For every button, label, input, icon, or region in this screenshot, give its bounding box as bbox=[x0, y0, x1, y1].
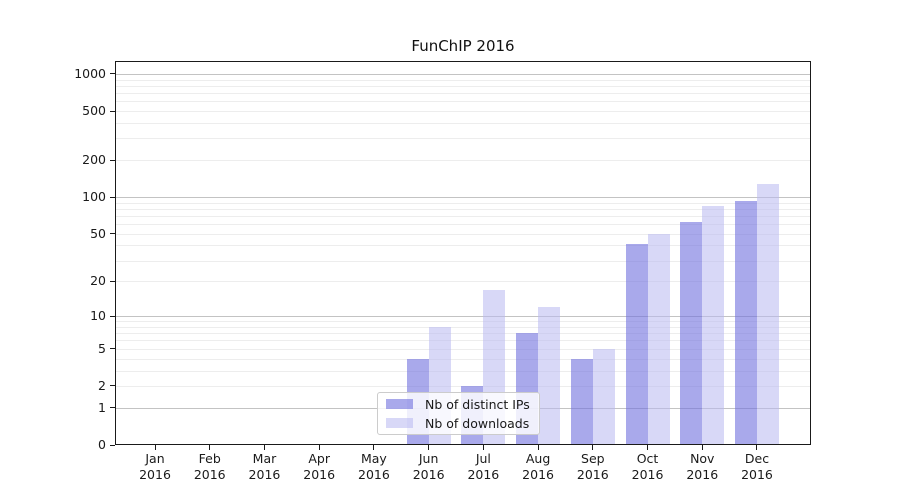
bar-distinct-ips-dec bbox=[734, 200, 757, 444]
x-tick-mark bbox=[209, 445, 211, 450]
y-tick-mark bbox=[110, 233, 115, 235]
legend-swatch-downloads bbox=[386, 418, 413, 428]
minor-gridline bbox=[116, 260, 810, 262]
minor-gridline bbox=[116, 326, 810, 328]
x-tick-label: Apr 2016 bbox=[303, 451, 336, 482]
minor-gridline bbox=[116, 321, 810, 323]
bar-downloads-nov bbox=[702, 205, 725, 444]
bar-distinct-ips-nov bbox=[680, 221, 703, 444]
legend-item-distinct-ips: Nb of distinct IPs bbox=[386, 397, 530, 412]
minor-gridline bbox=[116, 208, 810, 210]
y-tick-label: 0 bbox=[98, 437, 106, 452]
chart-legend: Nb of distinct IPs Nb of downloads bbox=[377, 392, 540, 435]
x-tick-mark bbox=[537, 445, 539, 450]
x-tick-label: Feb 2016 bbox=[193, 451, 226, 482]
bar-distinct-ips-oct bbox=[625, 244, 648, 444]
x-tick-mark bbox=[428, 445, 430, 450]
minor-gridline bbox=[116, 245, 810, 247]
minor-gridline bbox=[116, 122, 810, 124]
y-tick-mark bbox=[110, 348, 115, 350]
x-tick-mark bbox=[701, 445, 703, 450]
legend-label-distinct-ips: Nb of distinct IPs bbox=[425, 396, 530, 412]
y-tick-label: 20 bbox=[90, 273, 106, 289]
minor-gridline bbox=[116, 111, 810, 113]
minor-gridline bbox=[116, 333, 810, 335]
major-gridline bbox=[116, 197, 810, 199]
y-tick-mark bbox=[110, 444, 115, 446]
minor-gridline bbox=[116, 138, 810, 140]
minor-gridline bbox=[116, 370, 810, 372]
bar-distinct-ips-sep bbox=[570, 358, 593, 444]
y-tick-label: 1000 bbox=[74, 65, 106, 81]
x-tick-label: Jun 2016 bbox=[412, 451, 445, 482]
y-tick-mark bbox=[110, 315, 115, 317]
y-tick-mark bbox=[110, 407, 115, 409]
minor-gridline bbox=[116, 101, 810, 103]
x-tick-label: Dec 2016 bbox=[741, 451, 773, 482]
x-tick-label: Jul 2016 bbox=[467, 451, 500, 482]
y-tick-label: 1 bbox=[98, 399, 106, 415]
x-tick-label: Nov 2016 bbox=[686, 451, 719, 482]
legend-item-downloads: Nb of downloads bbox=[386, 416, 530, 431]
minor-gridline bbox=[116, 224, 810, 226]
major-gridline bbox=[116, 73, 810, 75]
minor-gridline bbox=[116, 79, 810, 81]
x-tick-mark bbox=[592, 445, 594, 450]
y-tick-mark bbox=[110, 159, 115, 161]
y-tick-label: 200 bbox=[82, 152, 106, 168]
y-tick-label: 5 bbox=[98, 340, 106, 356]
major-gridline bbox=[116, 316, 810, 318]
y-tick-mark bbox=[110, 110, 115, 112]
minor-gridline bbox=[116, 215, 810, 217]
minor-gridline bbox=[116, 358, 810, 360]
legend-label-downloads: Nb of downloads bbox=[425, 415, 530, 431]
y-tick-mark bbox=[110, 196, 115, 198]
legend-swatch-distinct-ips bbox=[386, 399, 413, 409]
x-tick-label: Mar 2016 bbox=[248, 451, 281, 482]
x-tick-mark bbox=[318, 445, 320, 450]
minor-gridline bbox=[116, 281, 810, 283]
x-tick-mark bbox=[154, 445, 156, 450]
x-tick-mark bbox=[373, 445, 375, 450]
x-tick-label: Aug 2016 bbox=[522, 451, 554, 482]
minor-gridline bbox=[116, 348, 810, 350]
x-tick-label: Sep 2016 bbox=[576, 451, 609, 482]
x-tick-mark bbox=[263, 445, 265, 450]
x-tick-mark bbox=[482, 445, 484, 450]
x-tick-label: Oct 2016 bbox=[631, 451, 664, 482]
minor-gridline bbox=[116, 233, 810, 235]
x-tick-mark bbox=[647, 445, 649, 450]
minor-gridline bbox=[116, 340, 810, 342]
y-tick-mark bbox=[110, 73, 115, 75]
bar-downloads-dec bbox=[756, 184, 779, 444]
minor-gridline bbox=[116, 160, 810, 162]
x-tick-label: Jan 2016 bbox=[139, 451, 171, 482]
chart-title: FunChIP 2016 bbox=[411, 37, 515, 55]
y-tick-label: 500 bbox=[82, 103, 106, 119]
bar-downloads-aug bbox=[538, 307, 561, 444]
minor-gridline bbox=[116, 202, 810, 204]
minor-gridline bbox=[116, 92, 810, 94]
y-tick-label: 10 bbox=[90, 308, 106, 324]
x-tick-mark bbox=[756, 445, 758, 450]
bar-downloads-sep bbox=[592, 348, 615, 444]
x-tick-label: May 2016 bbox=[358, 451, 390, 482]
y-tick-label: 50 bbox=[90, 225, 106, 241]
bar-downloads-oct bbox=[647, 233, 670, 444]
minor-gridline bbox=[116, 85, 810, 87]
y-tick-label: 2 bbox=[98, 377, 106, 393]
y-tick-mark bbox=[110, 280, 115, 282]
y-tick-mark bbox=[110, 385, 115, 387]
y-tick-label: 100 bbox=[82, 189, 106, 205]
